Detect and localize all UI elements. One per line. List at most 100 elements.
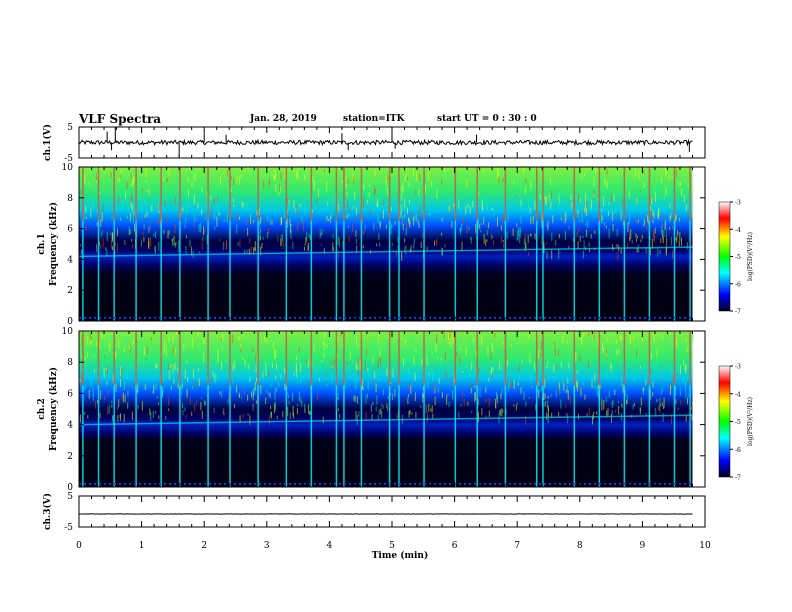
spectrogram-speckle — [656, 360, 658, 366]
spectrogram-speckle — [122, 200, 124, 207]
spectrogram-speckle — [601, 195, 603, 203]
spectrogram-speckle — [544, 197, 546, 200]
spectrogram-speckle — [222, 334, 224, 343]
spectrogram-speckle — [100, 334, 102, 339]
spectrogram-speckle — [543, 390, 545, 395]
spectrogram-speckle — [452, 182, 454, 188]
spectrogram-speckle — [427, 355, 429, 366]
spectrogram-speckle — [194, 172, 196, 182]
spectrogram-speckle — [186, 389, 188, 398]
spectrogram-speckle — [126, 201, 128, 205]
spectrogram-speckle — [118, 196, 119, 203]
spectrogram-speckle — [275, 401, 276, 411]
colorbar-tick-label: -3 — [735, 200, 741, 207]
spectrogram-speckle — [117, 178, 119, 181]
spectrogram-speckle — [304, 205, 306, 216]
spectrogram-speckle — [676, 373, 678, 377]
spectrogram-speckle — [155, 364, 157, 369]
spectrogram-speckle — [523, 167, 525, 174]
sferic-streak-hot — [573, 331, 576, 386]
spectrogram-speckle — [616, 349, 618, 356]
sferic-streak-hot — [476, 331, 479, 386]
spectrogram-speckle — [242, 335, 244, 338]
spectrogram-speckle — [162, 350, 164, 354]
spectrogram-speckle — [567, 378, 569, 384]
spectrogram-speckle — [188, 174, 190, 177]
spectrogram-speckle — [326, 344, 328, 349]
spectrogram-speckle — [407, 397, 409, 405]
spectrogram-speckle — [89, 198, 91, 201]
spectrogram-speckle — [185, 251, 187, 255]
spectrogram-speckle — [637, 353, 639, 363]
spectrogram-speckle — [122, 392, 124, 403]
spectrogram-speckle — [111, 239, 113, 249]
spectrogram-speckle — [453, 351, 454, 358]
spectrogram-speckle — [517, 230, 519, 241]
spectrogram-speckle — [89, 332, 91, 339]
spectrogram-speckle — [347, 361, 348, 365]
spectrogram-speckle — [507, 212, 509, 222]
spectrogram-speckle — [409, 218, 411, 225]
spectrogram-speckle — [633, 335, 634, 341]
spectrogram-speckle — [354, 342, 356, 352]
spectrogram-speckle — [304, 173, 306, 180]
spectrogram-speckle — [88, 389, 90, 399]
spectrogram-speckle — [575, 351, 577, 362]
spectrogram-speckle — [491, 207, 493, 211]
spectrogram-speckle — [225, 194, 227, 201]
spectrogram-speckle — [228, 200, 230, 205]
spectrogram-speckle — [206, 204, 208, 212]
spectrogram-speckle — [668, 175, 670, 181]
spectrogram-speckle — [664, 222, 666, 231]
spectrogram-speckle — [261, 242, 263, 249]
spectrogram-speckle — [386, 340, 388, 347]
spectrogram-speckle — [611, 194, 613, 203]
colorbar-tick-label: -6 — [735, 281, 741, 288]
spectrogram-speckle — [112, 246, 113, 250]
spectrogram-speckle — [90, 210, 92, 217]
spectrogram-speckle — [148, 226, 150, 233]
spectrogram-speckle — [611, 413, 612, 423]
spectrogram-speckle — [401, 251, 403, 261]
sferic-streak — [97, 331, 100, 487]
spectrogram-speckle — [265, 397, 267, 405]
spectrogram-speckle — [273, 341, 275, 349]
spectrogram-speckle — [118, 190, 119, 196]
spectrogram-speckle — [687, 377, 689, 381]
spectrogram-speckle — [86, 216, 88, 219]
spectrogram-background — [79, 167, 693, 321]
spectrogram-speckle — [666, 205, 668, 209]
y-axis-label: Frequency (kHz) — [48, 367, 59, 451]
start-time-label: start UT = 0 : 30 : 0 — [437, 114, 537, 124]
spectrogram-speckle — [663, 405, 665, 409]
spectrogram-speckle — [477, 219, 479, 229]
spectrogram-speckle — [313, 181, 315, 191]
sferic-streak-hot — [673, 331, 676, 386]
spectrogram-speckle — [404, 198, 406, 202]
spectrogram-speckle — [400, 211, 402, 218]
spectrogram-speckle — [653, 229, 655, 239]
spectrogram-speckle — [293, 200, 295, 209]
y-tick-label: 5 — [67, 123, 73, 133]
spectrogram-speckle — [571, 201, 573, 209]
spectrogram-speckle — [583, 333, 585, 337]
spectrogram-speckle — [173, 235, 175, 246]
spectrogram-speckle — [465, 346, 467, 356]
spectrogram-speckle — [361, 331, 363, 340]
spectrogram-speckle — [112, 373, 114, 383]
spectrogram-speckle — [289, 412, 291, 420]
spectrogram-speckle — [153, 177, 155, 184]
spectrogram-speckle — [474, 392, 476, 401]
spectrogram-speckle — [459, 347, 461, 351]
spectrogram-speckle — [670, 212, 672, 220]
spectrogram-speckle — [670, 366, 672, 374]
spectrogram-speckle — [102, 203, 104, 213]
spectrogram-speckle — [605, 353, 607, 358]
spectrogram-speckle — [521, 206, 523, 210]
spectrogram-speckle — [219, 239, 221, 242]
spectrogram-speckle — [502, 409, 504, 414]
sferic-streak — [285, 331, 288, 487]
spectrogram-speckle — [474, 392, 476, 403]
spectrogram-speckle — [143, 236, 145, 243]
spectrogram-speckle — [295, 362, 297, 372]
